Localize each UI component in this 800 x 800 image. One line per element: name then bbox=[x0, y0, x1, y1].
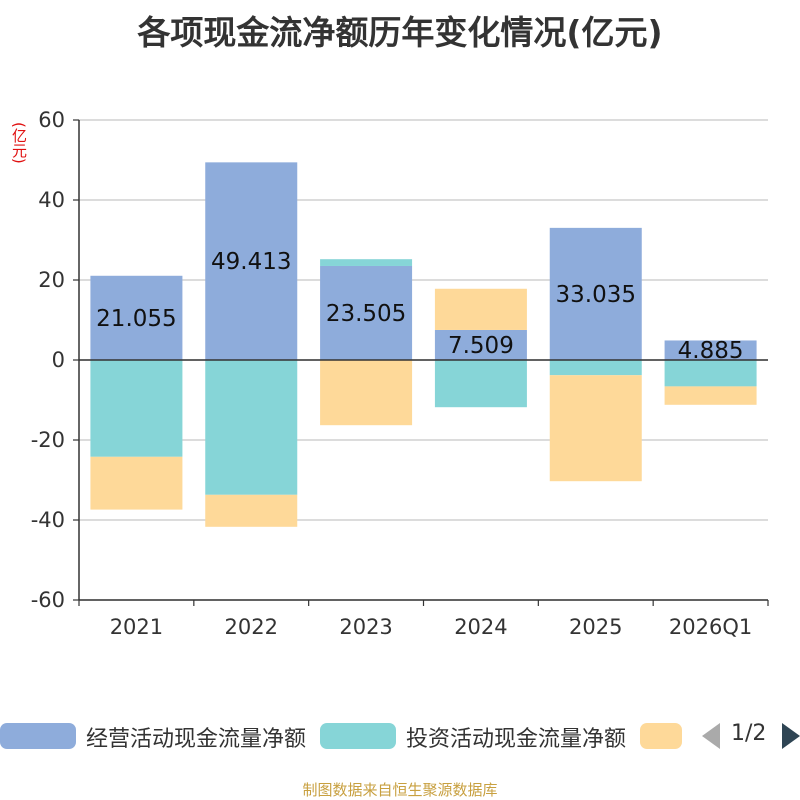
bar-segment bbox=[205, 162, 298, 360]
data-label: 23.505 bbox=[326, 301, 406, 327]
y-tick-label: 40 bbox=[38, 188, 65, 212]
data-label: 4.885 bbox=[678, 338, 744, 364]
bar-segment bbox=[320, 259, 413, 266]
y-tick-label: -40 bbox=[31, 508, 65, 532]
source-note: 制图数据来自恒生聚源数据库 bbox=[302, 781, 498, 799]
data-label: 33.035 bbox=[556, 282, 636, 308]
legend-label-investing: 投资活动现金流量净额 bbox=[406, 727, 627, 752]
y-tick-label: 60 bbox=[38, 108, 65, 132]
bar-segment bbox=[664, 360, 757, 387]
data-label: 21.055 bbox=[96, 306, 176, 332]
x-tick-label: 2023 bbox=[339, 615, 392, 639]
legend-prev-page-icon[interactable] bbox=[702, 723, 720, 749]
legend-label-operating: 经营活动现金流量净额 bbox=[86, 727, 307, 752]
x-tick-label: 2021 bbox=[110, 615, 163, 639]
y-axis-unit-label: (亿元) bbox=[10, 122, 28, 164]
bar-segment bbox=[549, 360, 642, 376]
bar-segment bbox=[434, 288, 527, 330]
x-tick-label: 2026Q1 bbox=[669, 615, 752, 639]
bar-segment bbox=[664, 340, 757, 360]
bar-segment bbox=[434, 360, 527, 408]
data-label: 49.413 bbox=[211, 249, 291, 275]
x-tick-label: 2024 bbox=[454, 615, 507, 639]
bar-segment bbox=[320, 360, 413, 426]
legend-swatch-financing bbox=[640, 723, 682, 749]
chart-title: 各项现金流净额历年变化情况(亿元) bbox=[137, 13, 663, 52]
y-tick-label: 0 bbox=[52, 348, 65, 372]
bar-segment bbox=[90, 275, 183, 360]
bar-segment bbox=[320, 265, 413, 360]
bar-segment bbox=[549, 375, 642, 482]
legend-page-indicator: 1/2 bbox=[731, 721, 767, 746]
bar-segment bbox=[664, 386, 757, 405]
y-tick-label: -20 bbox=[31, 428, 65, 452]
bar-segment bbox=[434, 329, 527, 360]
legend-swatch-operating bbox=[0, 723, 76, 749]
data-label: 7.509 bbox=[448, 333, 514, 359]
bar-segment bbox=[205, 360, 298, 495]
bar-segment bbox=[205, 494, 298, 527]
stacked-bar-chart: 60 40 20 0 -20 -40 -60 21.055 2021 49.413 2022 23.5… bbox=[31, 108, 769, 639]
x-tick-label: 2022 bbox=[225, 615, 278, 639]
y-tick-label: 20 bbox=[38, 268, 65, 292]
y-tick-label: -60 bbox=[31, 588, 65, 612]
bar-segment bbox=[90, 456, 183, 510]
bar-segment bbox=[549, 227, 642, 360]
x-tick-label: 2025 bbox=[569, 615, 622, 639]
bar-segment bbox=[90, 360, 183, 457]
legend: 经营活动现金流量净额 投资活动现金流量净额 1/2 bbox=[0, 714, 800, 758]
legend-next-page-icon[interactable] bbox=[782, 723, 800, 749]
legend-swatch-investing bbox=[320, 723, 396, 749]
